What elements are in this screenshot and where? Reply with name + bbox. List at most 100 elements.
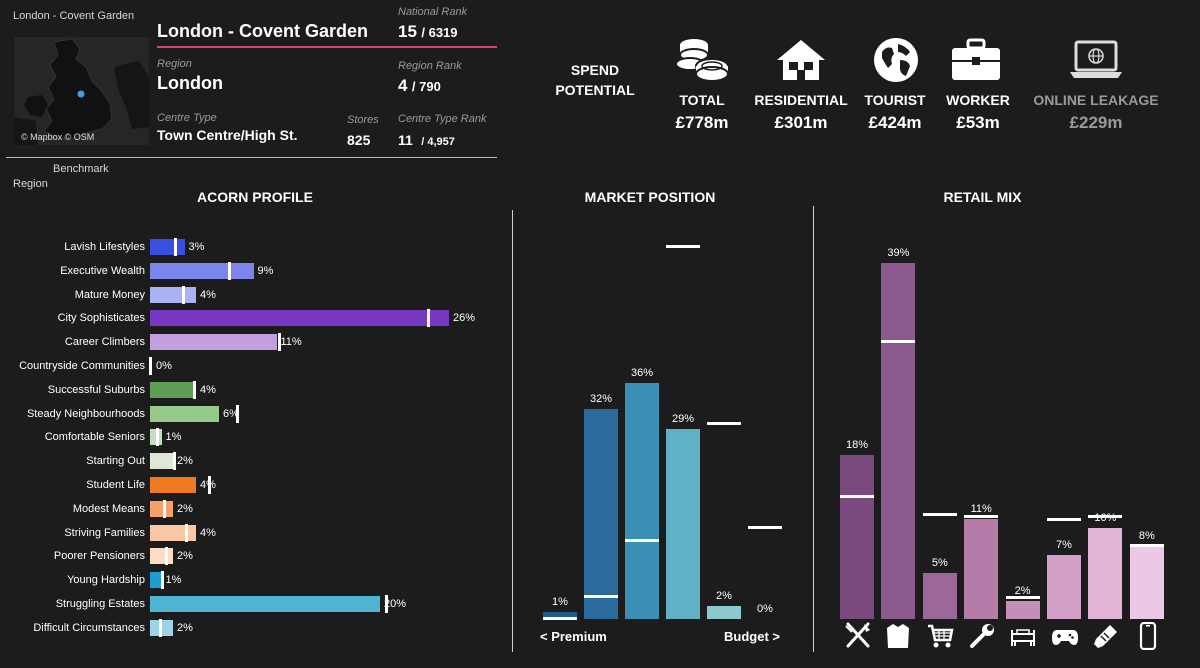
acorn-bar	[150, 334, 277, 351]
national-rank-total: / 6319	[421, 25, 458, 40]
shirt-icon	[884, 622, 912, 650]
acorn-value-label: 6%	[223, 407, 239, 420]
market-value-label: 36%	[630, 367, 654, 380]
gamepad-icon	[1051, 622, 1079, 650]
retail-benchmark-marker	[881, 339, 916, 343]
acorn-category-label: Career Climbers	[64, 336, 145, 349]
benchmark-selector[interactable]: Region	[13, 178, 48, 190]
acorn-bar	[150, 548, 173, 565]
acorn-value-label: 2%	[177, 502, 193, 515]
acorn-category-label: City Sophisticates	[57, 312, 145, 325]
retail-bar	[1005, 600, 1040, 619]
retail-benchmark-marker	[840, 494, 874, 498]
acorn-value-label: 4%	[200, 383, 216, 396]
acorn-benchmark-marker	[207, 476, 211, 494]
market-benchmark-marker	[584, 595, 618, 599]
centre-type-rank: 11 / 4,957	[398, 132, 455, 150]
market-benchmark-marker	[748, 526, 782, 530]
spend-worker-value: £53m	[956, 113, 1000, 132]
tube-icon	[1092, 622, 1120, 650]
market-bar	[707, 605, 741, 619]
region-map[interactable]: © Mapbox © OSM	[14, 37, 149, 145]
globe-icon	[872, 36, 920, 84]
acorn-category-label: Young Hardship	[67, 574, 145, 587]
region-rank-value: 4	[398, 76, 408, 95]
acorn-value-label: 1%	[165, 574, 182, 587]
acorn-value-label: 4%	[200, 288, 216, 301]
acorn-category-label: Modest Means	[72, 502, 145, 515]
laptop-icon	[1068, 40, 1124, 80]
acorn-category-label: Difficult Circumstances	[33, 621, 145, 634]
retail-benchmark-marker	[1047, 517, 1081, 521]
acorn-benchmark-marker	[277, 333, 281, 352]
market-benchmark-marker	[707, 421, 741, 425]
acorn-benchmark-marker	[427, 309, 431, 328]
retail-value-label: 8%	[1138, 529, 1155, 542]
coins-icon	[670, 36, 736, 82]
retail-title: RETAIL MIX	[943, 189, 1022, 205]
acorn-benchmark-marker	[159, 618, 163, 637]
acorn-value-label: 1%	[165, 431, 182, 444]
spend-title: SPEND POTENTIAL	[545, 62, 645, 98]
budget-label: Budget >	[724, 629, 780, 644]
acorn-bar	[150, 524, 196, 541]
acorn-bar	[150, 596, 380, 612]
centre-type-rank-label: Centre Type Rank	[398, 113, 487, 125]
market-benchmark-marker	[543, 616, 577, 620]
acorn-category-label: Comfortable Seniors	[44, 431, 145, 444]
acorn-value-label: 0%	[156, 360, 172, 372]
market-title: MARKET POSITION	[584, 189, 716, 205]
acorn-value-label: 2%	[177, 550, 193, 563]
market-value-label: 29%	[671, 413, 695, 426]
retail-bar	[964, 518, 999, 619]
retail-value-label: 2%	[1014, 584, 1031, 597]
acorn-benchmark-marker	[149, 357, 152, 375]
retail-bar	[922, 573, 957, 619]
acorn-bar	[150, 477, 196, 493]
acorn-value-label: 2%	[177, 621, 193, 634]
acorn-category-label: Starting Out	[86, 455, 145, 468]
sofa-icon	[1009, 622, 1037, 650]
market-benchmark-marker	[666, 244, 700, 248]
region-rank: 4 / 790	[398, 76, 441, 96]
region-rank-label: Region Rank	[398, 60, 462, 72]
acorn-benchmark-marker	[162, 499, 166, 518]
acorn-category-label: Countryside Communities	[19, 360, 145, 372]
acorn-value-label: 20%	[384, 598, 407, 610]
acorn-benchmark-marker	[160, 571, 164, 590]
acorn-benchmark-marker	[182, 285, 186, 304]
market-bar	[666, 429, 700, 619]
acorn-value-label: 11%	[280, 336, 302, 349]
cutlery-icon	[844, 622, 872, 650]
benchmark-label: Benchmark	[53, 163, 109, 175]
national-rank-value: 15	[398, 22, 417, 41]
acorn-bar	[150, 572, 162, 589]
retail-benchmark-marker	[1088, 514, 1123, 518]
acorn-benchmark-marker	[228, 261, 232, 280]
phone-icon	[1134, 622, 1162, 650]
region-rank-total: / 790	[411, 79, 441, 94]
centre-type-rank-total: / 4,957	[421, 136, 455, 148]
market-benchmark-marker	[625, 539, 659, 543]
retail-bar	[1088, 527, 1123, 619]
market-value-label: 32%	[589, 393, 613, 406]
retail-value-label: 5%	[931, 557, 948, 570]
stores-value: 825	[347, 132, 371, 148]
acorn-benchmark-marker	[174, 238, 178, 256]
acorn-category-label: Executive Wealth	[60, 264, 145, 277]
spend-residential-label: RESIDENTIAL	[754, 92, 848, 108]
map-credit: © Mapbox © OSM	[21, 132, 95, 142]
spend-tourist-label: TOURIST	[864, 92, 926, 108]
centre-type-rank-value: 11	[398, 132, 413, 148]
briefcase-icon	[950, 38, 1002, 82]
acorn-category-label: Struggling Estates	[55, 598, 145, 610]
retail-benchmark-marker	[922, 513, 957, 516]
acorn-category-label: Poorer Pensioners	[53, 550, 145, 563]
retail-bar	[840, 454, 874, 619]
acorn-value-label: 2%	[177, 455, 193, 468]
house-icon	[775, 38, 827, 82]
retail-value-label: 11%	[970, 502, 992, 515]
spend-total-label: TOTAL	[679, 92, 725, 108]
acorn-category-label: Steady Neighbourhoods	[26, 407, 145, 420]
acorn-value-label: 4%	[200, 526, 216, 539]
